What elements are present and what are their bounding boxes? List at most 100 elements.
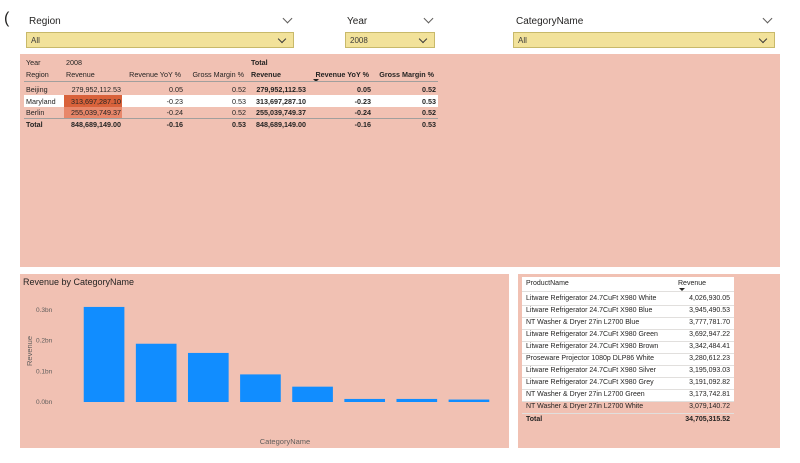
category-slicer-label: CategoryName [516, 16, 584, 27]
matrix-value-cell: -0.23 [166, 97, 183, 106]
matrix-region-cell: Beijing [26, 85, 48, 94]
product-name-cell: Litware Refrigerator 24.7CuFt X980 Green [526, 331, 658, 338]
region-dropdown-value: All [31, 36, 40, 45]
matrix-total-cell: 0.53 [422, 97, 436, 106]
product-name-cell: Litware Refrigerator 24.7CuFt X980 Blue [526, 307, 653, 314]
product-revenue-cell: 3,079,140.72 [689, 403, 730, 410]
y-tick-label: 0.0bn [36, 399, 53, 406]
matrix-total-cell: 0.52 [422, 85, 436, 94]
y-tick-label: 0.1bn [36, 368, 53, 375]
revenue-bar-chart: 0.0bn 0.1bn 0.2bn 0.3bn Revenue CategoryNam… [25, 306, 490, 446]
product-name-cell: Litware Refrigerator 24.7CuFt X980 Grey [526, 379, 654, 386]
chevron-down-icon [418, 34, 428, 44]
revenue-highlight-cell [64, 95, 122, 107]
category-slicer-chevron-icon[interactable] [762, 13, 773, 24]
table-row[interactable]: Berlin 255,039,749.37 -0.24 0.52 255,039… [24, 107, 438, 118]
table-row[interactable]: Litware Refrigerator 24.7CuFt X980 Green… [522, 330, 734, 342]
matrix-total-cell: 279,952,112.53 [256, 85, 306, 94]
product-name-header[interactable]: ProductName [526, 280, 569, 287]
matrix-value-cell: -0.24 [166, 108, 183, 117]
matrix-total-cell: 0.52 [422, 108, 436, 117]
matrix-header-divider [24, 81, 438, 82]
matrix-col-header[interactable]: Gross Margin % [192, 70, 244, 79]
matrix-total-cell: 255,039,749.37 [256, 108, 306, 117]
bar[interactable] [187, 352, 229, 402]
bar[interactable] [292, 386, 333, 402]
product-name-cell: Proseware Projector 1080p DLP86 White [526, 355, 655, 362]
category-dropdown[interactable]: All [513, 32, 775, 48]
product-revenue-cell: 3,342,484.41 [689, 343, 730, 350]
matrix-value-cell: 279,952,112.53 [71, 85, 121, 94]
matrix-year-header: Year [26, 58, 41, 67]
revenue-matrix: Year 2008 Total Region Revenue Revenue Y… [20, 54, 440, 134]
matrix-value-cell: 0.52 [232, 85, 246, 94]
bar[interactable] [240, 374, 281, 402]
region-slicer-chevron-icon[interactable] [282, 13, 293, 24]
matrix-col-header[interactable]: Revenue [66, 70, 95, 79]
matrix-year-value: 2008 [66, 58, 82, 67]
region-dropdown[interactable]: All [26, 32, 294, 48]
matrix-col-header[interactable]: Revenue [251, 70, 281, 79]
bar[interactable] [396, 398, 438, 402]
product-name-cell: NT Washer & Dryer 27in L2700 Blue [526, 319, 640, 326]
table-row[interactable]: NT Washer & Dryer 27in L2700 White 3,079,… [522, 402, 734, 414]
matrix-total-cell: 0.05 [357, 85, 371, 94]
product-table-total: Total 34,705,315.52 [522, 413, 734, 427]
revenue-highlight-cell [64, 107, 122, 118]
product-total-label: Total [526, 416, 543, 423]
bar[interactable] [344, 398, 386, 402]
y-tick-label: 0.2bn [36, 338, 53, 345]
matrix-value-cell: 313,697,287.10 [71, 97, 121, 106]
table-row[interactable]: Proseware Projector 1080p DLP86 White 3,2… [522, 354, 734, 366]
product-total-value: 34,705,315.52 [685, 416, 730, 423]
table-row[interactable]: Litware Refrigerator 24.7CuFt X980 Grey 3… [522, 378, 734, 390]
table-row[interactable]: Litware Refrigerator 24.7CuFt X980 Silve… [522, 366, 734, 378]
table-row[interactable]: Maryland 313,697,287.10 -0.23 0.53 313,6… [24, 95, 438, 107]
matrix-total-cell: 848,689,149.00 [256, 120, 306, 129]
bar[interactable] [83, 306, 125, 402]
chevron-down-icon [758, 34, 768, 44]
matrix-total-cell: 848,689,149.00 [71, 120, 121, 129]
product-revenue-cell: 3,280,612.23 [689, 355, 730, 362]
product-name-cell: Litware Refrigerator 24.7CuFt X980 Brown [526, 343, 659, 350]
table-row[interactable]: NT Washer & Dryer 27in L2700 Green 3,173,… [522, 390, 734, 402]
matrix-panel [20, 54, 780, 267]
bar[interactable] [135, 343, 177, 402]
year-dropdown[interactable]: 2008 [345, 32, 435, 48]
matrix-total-cell: 313,697,287.10 [256, 97, 306, 106]
x-axis-label: CategoryName [260, 437, 310, 446]
bar[interactable] [448, 399, 490, 402]
table-row[interactable]: Litware Refrigerator 24.7CuFt X980 White… [522, 294, 734, 306]
matrix-col-header[interactable]: Revenue YoY % [315, 70, 369, 79]
sort-desc-icon[interactable] [313, 79, 319, 82]
table-row[interactable]: Litware Refrigerator 24.7CuFt X980 Blue 3… [522, 306, 734, 318]
matrix-value-cell: 255,039,749.37 [71, 108, 121, 117]
product-revenue-cell: 3,191,092.82 [689, 379, 730, 386]
product-revenue-cell: 3,173,742.81 [689, 391, 730, 398]
region-slicer-label: Region [29, 16, 61, 27]
year-slicer-chevron-icon[interactable] [423, 13, 434, 24]
matrix-total-cell: -0.23 [354, 97, 371, 106]
y-axis-label: Revenue [25, 336, 34, 366]
matrix-value-cell: 0.05 [169, 85, 183, 94]
table-row[interactable]: Beijing 279,952,112.53 0.05 0.52 279,952… [24, 84, 438, 95]
product-revenue-cell: 3,945,490.53 [689, 307, 730, 314]
matrix-total-divider [24, 118, 438, 119]
product-name-cell: NT Washer & Dryer 27in L2700 White [526, 403, 644, 410]
revenue-header[interactable]: Revenue [678, 280, 707, 287]
product-revenue-cell: 3,777,781.70 [689, 319, 730, 326]
category-dropdown-value: All [518, 36, 527, 45]
matrix-total-cell: -0.16 [166, 120, 183, 129]
chart-title: Revenue by CategoryName [23, 277, 135, 287]
y-tick-label: 0.3bn [36, 307, 53, 314]
table-row[interactable]: NT Washer & Dryer 27in L2700 Blue 3,777,7… [522, 318, 734, 330]
table-row[interactable]: Litware Refrigerator 24.7CuFt X980 Brown… [522, 342, 734, 354]
matrix-col-header[interactable]: Gross Margin % [379, 70, 434, 79]
matrix-total-row[interactable]: Total 848,689,149.00 -0.16 0.53 848,689,… [24, 119, 438, 130]
matrix-region-cell: Maryland [26, 97, 56, 106]
product-revenue-cell: 3,195,093.03 [689, 367, 730, 374]
matrix-value-cell: 0.52 [232, 108, 246, 117]
matrix-col-header[interactable]: Revenue YoY % [129, 70, 181, 79]
sort-desc-icon[interactable] [679, 288, 685, 291]
page-marker: ( [4, 10, 10, 27]
